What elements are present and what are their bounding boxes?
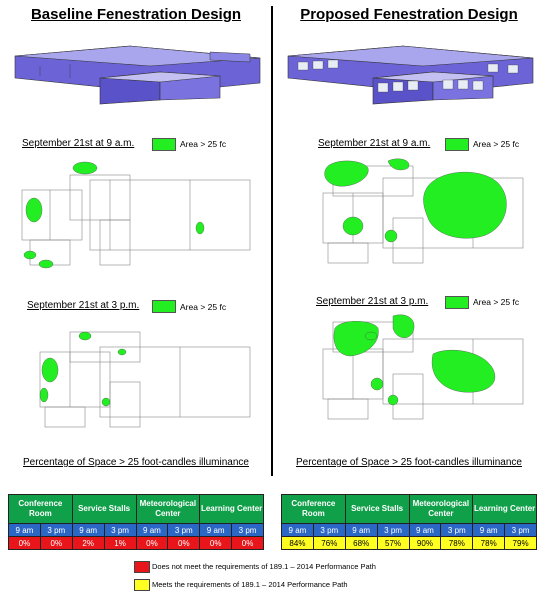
baseline-value-cell: 2%	[71, 536, 105, 550]
proposed-9am-legend-swatch	[445, 138, 469, 151]
proposed-value-cell: 79%	[504, 536, 537, 550]
proposed-time-cell: 3 pm	[504, 523, 537, 537]
baseline-title: Baseline Fenestration Design	[30, 6, 242, 23]
proposed-header-meteorological-center: Meteorological Center	[408, 494, 474, 524]
proposed-9am-floorplan	[322, 158, 524, 264]
baseline-column: Baseline Fenestration Design September 2…	[0, 0, 272, 598]
proposed-9am-heading: September 21st at 9 a.m.	[318, 138, 431, 149]
proposed-9am-legend-label: Area > 25 fc	[473, 139, 520, 149]
proposed-percentage-title: Percentage of Space > 25 foot-candles il…	[296, 457, 522, 468]
proposed-time-cell: 3 pm	[440, 523, 474, 537]
proposed-value-cell: 90%	[408, 536, 442, 550]
baseline-results-table: Conference Room Service Stalls Meteorolo…	[8, 494, 264, 550]
baseline-3pm-legend-label: Area > 25 fc	[180, 302, 227, 312]
baseline-percentage-title: Percentage of Space > 25 foot-candles il…	[23, 457, 249, 468]
proposed-3pm-heading: September 21st at 3 p.m.	[316, 296, 429, 307]
key-yellow-label: Meets the requirements of 189.1 – 2014 P…	[152, 580, 348, 589]
baseline-9am-heading: September 21st at 9 a.m.	[22, 138, 135, 149]
baseline-header-meteorological-center: Meteorological Center	[135, 494, 201, 524]
proposed-time-cell: 9 am	[408, 523, 442, 537]
baseline-time-cell: 9 am	[135, 523, 169, 537]
proposed-results-table: Conference Room Service Stalls Meteorolo…	[281, 494, 537, 550]
baseline-9am-floorplan	[21, 161, 251, 269]
baseline-value-cell: 0%	[231, 536, 264, 550]
baseline-3pm-floorplan	[39, 331, 251, 428]
baseline-header-service-stalls: Service Stalls	[71, 494, 137, 524]
baseline-3pm-heading: September 21st at 3 p.m.	[27, 300, 140, 311]
proposed-column: Proposed Fenestration Design September 2…	[273, 0, 545, 598]
baseline-value-cell: 0%	[135, 536, 169, 550]
baseline-time-cell: 3 pm	[167, 523, 201, 537]
proposed-header-conference-room: Conference Room	[281, 494, 346, 524]
column-divider	[271, 6, 273, 476]
baseline-3pm-legend-swatch	[152, 300, 176, 313]
baseline-time-cell: 9 am	[71, 523, 105, 537]
proposed-3pm-legend-swatch	[445, 296, 469, 309]
proposed-value-cell: 76%	[312, 536, 346, 550]
baseline-time-cell: 3 pm	[39, 523, 73, 537]
proposed-time-cell: 9 am	[472, 523, 506, 537]
proposed-building-render	[287, 45, 534, 105]
baseline-value-cell: 0%	[199, 536, 233, 550]
key-red-label: Does not meet the requirements of 189.1 …	[152, 562, 376, 571]
proposed-value-cell: 57%	[376, 536, 410, 550]
key-yellow-swatch	[134, 579, 150, 591]
baseline-value-cell: 0%	[167, 536, 201, 550]
proposed-3pm-legend-label: Area > 25 fc	[473, 297, 520, 307]
proposed-value-cell: 78%	[440, 536, 474, 550]
baseline-header-learning-center: Learning Center	[199, 494, 264, 524]
baseline-9am-legend-label: Area > 25 fc	[180, 139, 227, 149]
baseline-building-render	[14, 45, 261, 105]
proposed-time-cell: 9 am	[281, 523, 314, 537]
proposed-value-cell: 84%	[281, 536, 314, 550]
baseline-header-conference-room: Conference Room	[8, 494, 73, 524]
proposed-header-learning-center: Learning Center	[472, 494, 537, 524]
baseline-9am-legend-swatch	[152, 138, 176, 151]
baseline-value-cell: 0%	[39, 536, 73, 550]
proposed-title: Proposed Fenestration Design	[300, 6, 518, 23]
proposed-3pm-floorplan	[322, 314, 524, 420]
baseline-value-cell: 1%	[103, 536, 137, 550]
proposed-value-cell: 68%	[344, 536, 378, 550]
baseline-value-cell: 0%	[8, 536, 41, 550]
proposed-time-cell: 9 am	[344, 523, 378, 537]
baseline-time-cell: 3 pm	[231, 523, 264, 537]
baseline-time-cell: 9 am	[8, 523, 41, 537]
proposed-value-cell: 78%	[472, 536, 506, 550]
key-red-swatch	[134, 561, 150, 573]
baseline-time-cell: 9 am	[199, 523, 233, 537]
proposed-time-cell: 3 pm	[312, 523, 346, 537]
proposed-time-cell: 3 pm	[376, 523, 410, 537]
proposed-header-service-stalls: Service Stalls	[344, 494, 410, 524]
baseline-time-cell: 3 pm	[103, 523, 137, 537]
